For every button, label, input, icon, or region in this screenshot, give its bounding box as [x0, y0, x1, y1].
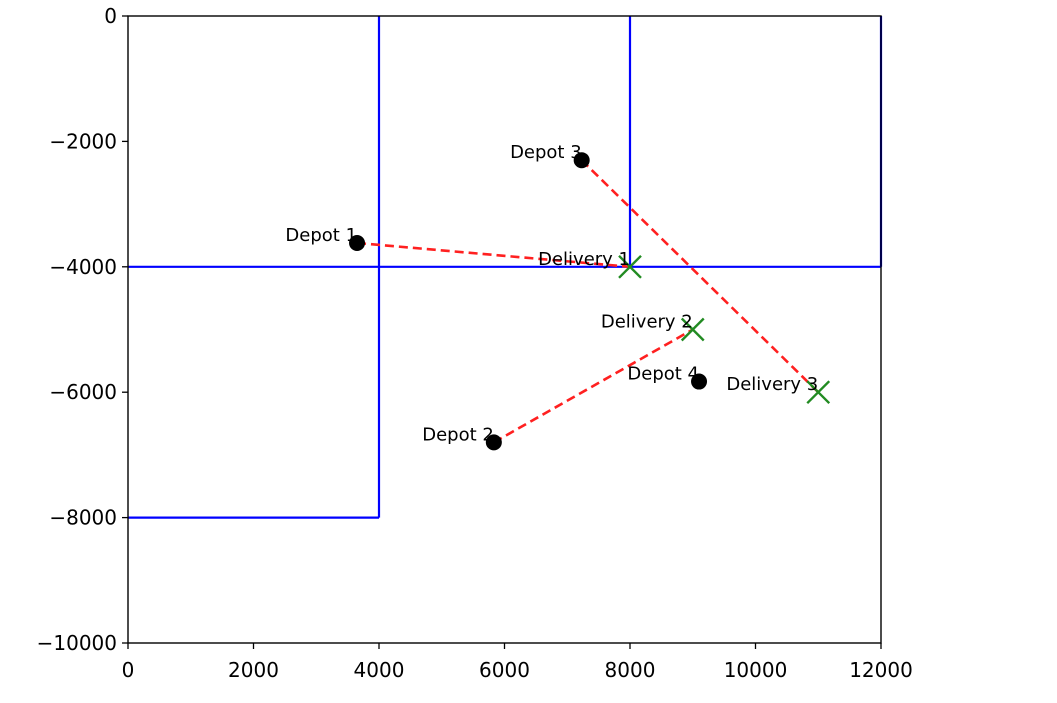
- route-line-3: [580, 159, 820, 394]
- route-line-2: [493, 328, 694, 444]
- y-tick-label: −6000: [49, 380, 117, 404]
- y-tick-label: −8000: [49, 506, 117, 530]
- delivery-label-1: Delivery 1: [538, 249, 630, 270]
- delivery-marker-3: [806, 380, 831, 405]
- depot-marker-1: [349, 234, 366, 251]
- points-layer: [349, 152, 831, 451]
- y-axis: 0 −2000 −4000 −6000 −8000 −10000: [37, 4, 128, 655]
- x-tick-label: 0: [122, 658, 135, 682]
- depot-marker-3: [573, 152, 590, 169]
- depot-label-2: Depot 2: [422, 424, 494, 445]
- x-tick-label: 4000: [354, 658, 405, 682]
- depot-label-1: Depot 1: [285, 225, 357, 246]
- depot-marker-2: [485, 434, 502, 451]
- x-tick-label: 12000: [849, 658, 913, 682]
- road-lines-layer: [128, 16, 883, 519]
- route-line-1: [356, 241, 631, 269]
- x-tick-label: 8000: [605, 658, 656, 682]
- delivery-marker-stroke: [618, 254, 642, 279]
- y-tick-label: 0: [104, 4, 117, 28]
- x-axis: 0 2000 4000 6000 8000 10000 12000: [122, 643, 913, 682]
- y-tick-label: −10000: [37, 631, 117, 655]
- depot-label-4: Depot 4: [627, 364, 699, 385]
- delivery-label-2: Delivery 2: [601, 312, 693, 333]
- y-tick-label: −4000: [49, 255, 117, 279]
- depot-label-3: Depot 3: [510, 142, 582, 163]
- x-tick-label: 10000: [724, 658, 788, 682]
- point-labels-layer: Depot 1 Depot 2 Depot 3 Depot 4 Delivery 1 De…: [285, 142, 818, 445]
- depot-marker-4: [691, 373, 708, 390]
- routes-layer: [356, 159, 820, 444]
- x-tick-label: 2000: [228, 658, 279, 682]
- delivery-marker-1: [618, 254, 642, 279]
- delivery-marker-stroke: [680, 317, 705, 342]
- delivery-marker-stroke: [806, 380, 831, 405]
- delivery-marker-2: [680, 317, 705, 342]
- y-tick-label: −2000: [49, 129, 117, 153]
- delivery-label-3: Delivery 3: [726, 374, 818, 395]
- plot-frame: [127, 15, 882, 644]
- x-tick-label: 6000: [479, 658, 530, 682]
